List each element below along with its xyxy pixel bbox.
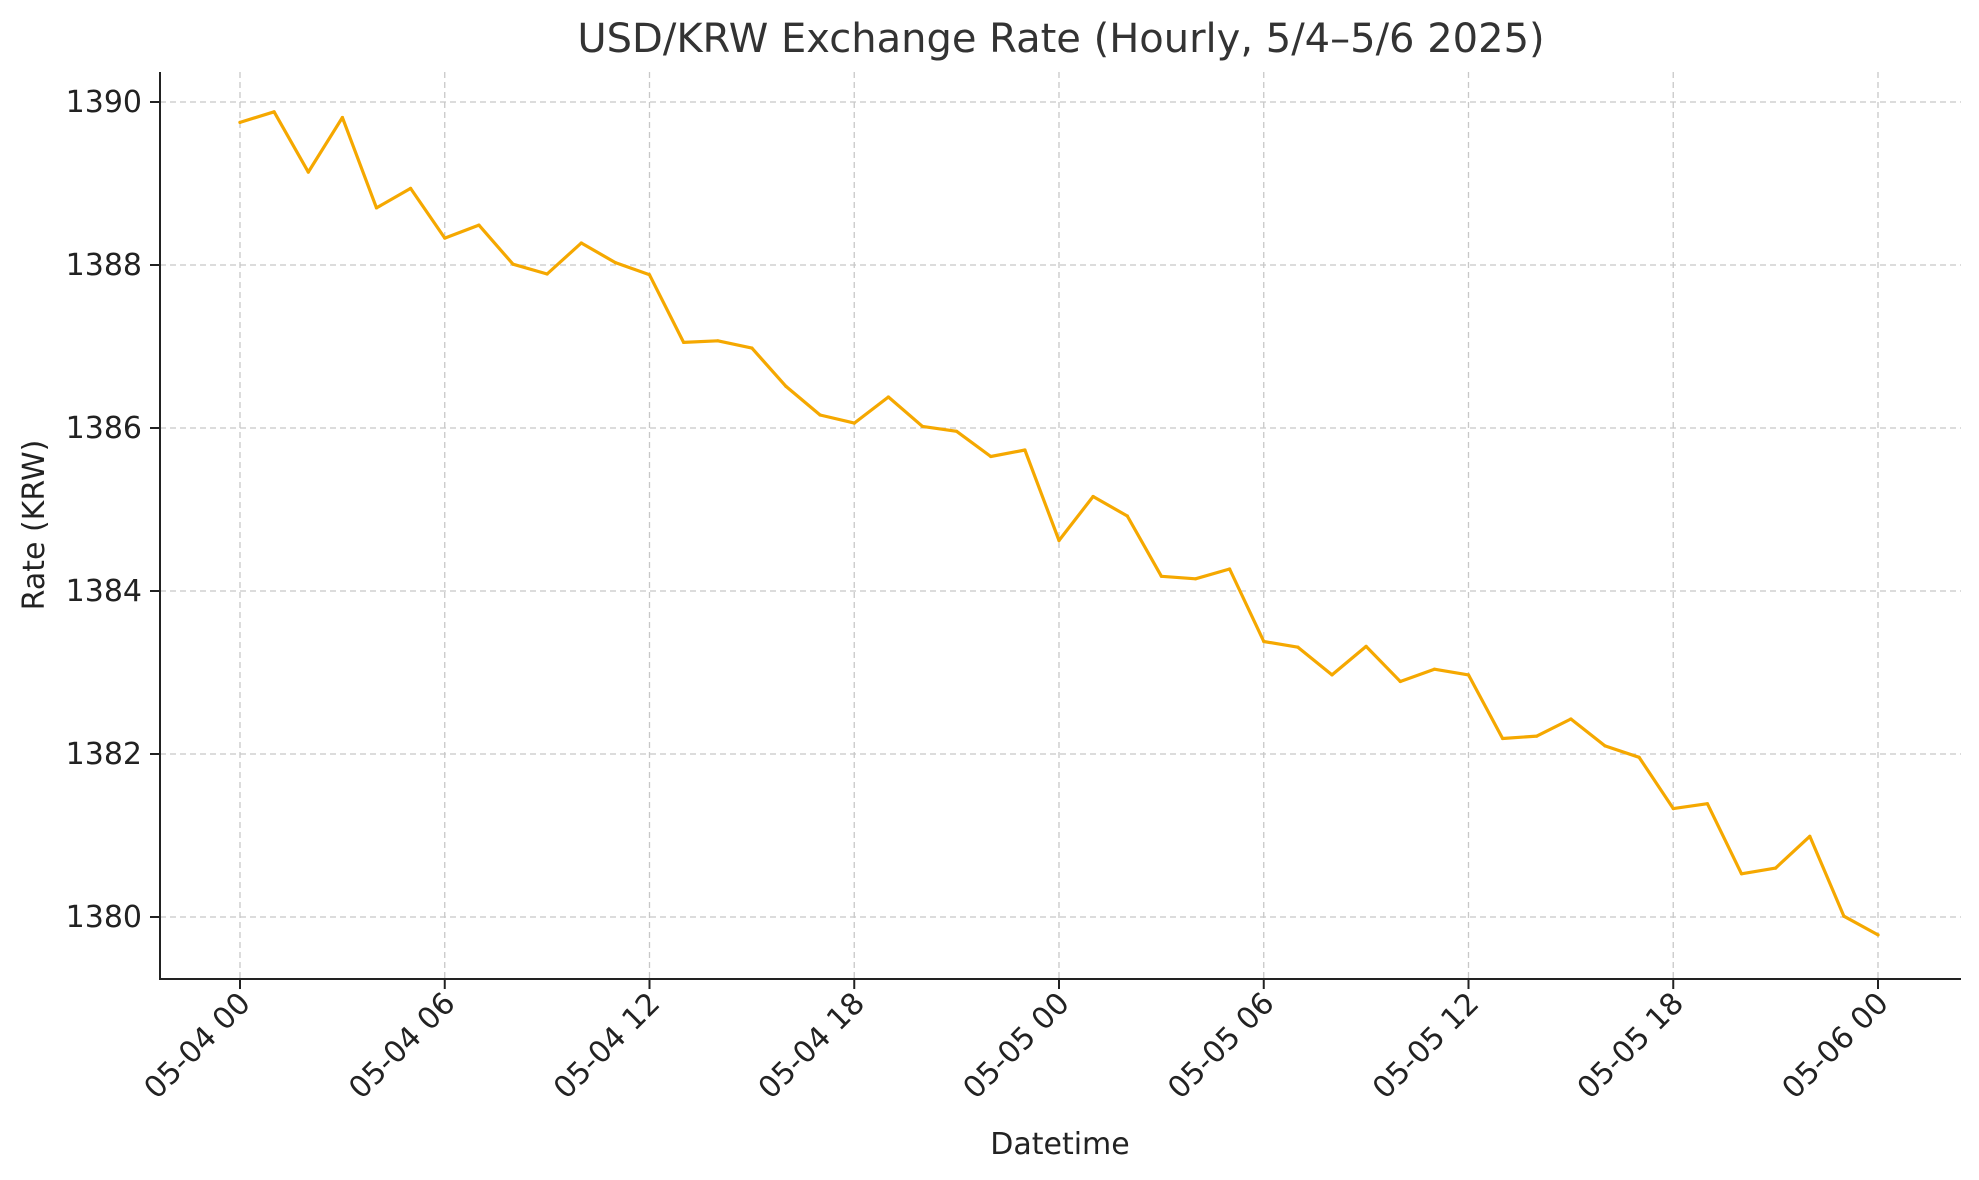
axes-spines bbox=[159, 72, 1961, 980]
x-tick-label: 05-05 06 bbox=[1161, 986, 1281, 1106]
data-point bbox=[545, 272, 549, 276]
data-point bbox=[818, 413, 822, 417]
y-tick-label: 1380 bbox=[66, 900, 142, 935]
data-point bbox=[306, 170, 310, 174]
data-point bbox=[613, 261, 618, 265]
x-tick-label: 05-04 18 bbox=[752, 986, 872, 1106]
data-point bbox=[1808, 834, 1812, 838]
data-point bbox=[1739, 872, 1744, 876]
data-point bbox=[1364, 644, 1368, 649]
data-point bbox=[1228, 567, 1232, 571]
y-tick-label: 1390 bbox=[66, 85, 142, 120]
data-point bbox=[443, 236, 447, 240]
data-point bbox=[716, 339, 720, 343]
data-point bbox=[1057, 538, 1061, 543]
data-point bbox=[1842, 914, 1846, 918]
data-point bbox=[682, 340, 686, 344]
data-point bbox=[920, 424, 925, 428]
y-tick-label: 1386 bbox=[66, 411, 142, 446]
x-tick-label: 05-05 00 bbox=[957, 986, 1077, 1106]
data-point bbox=[1774, 866, 1778, 870]
data-point bbox=[238, 120, 242, 124]
data-point bbox=[511, 262, 515, 266]
data-point bbox=[1569, 717, 1573, 721]
x-tick-label: 05-04 00 bbox=[138, 986, 258, 1106]
data-point bbox=[1466, 673, 1471, 677]
data-point bbox=[1023, 448, 1027, 452]
y-axis-ticks: 1380 1382 1384 1386 1388 1390 bbox=[66, 85, 160, 935]
x-tick-label: 05-05 12 bbox=[1366, 986, 1486, 1106]
y-axis-label: Rate (KRW) bbox=[17, 440, 52, 611]
data-point bbox=[1876, 933, 1880, 937]
data-point bbox=[579, 241, 583, 245]
data-point bbox=[1125, 514, 1129, 518]
chart-title: USD/KRW Exchange Rate (Hourly, 5/4–5/6 2… bbox=[577, 16, 1544, 62]
data-point bbox=[340, 115, 344, 120]
data-point bbox=[1501, 736, 1505, 741]
data-point bbox=[1398, 679, 1402, 684]
data-point bbox=[1262, 639, 1266, 644]
x-tick-label: 05-04 06 bbox=[342, 986, 462, 1106]
x-axis-ticks: 05-04 00 05-04 06 05-04 12 05-04 18 05-05 00… bbox=[138, 979, 1896, 1106]
data-point bbox=[1535, 734, 1539, 738]
grid bbox=[160, 72, 1961, 979]
data-point bbox=[272, 110, 276, 114]
data-point bbox=[1193, 577, 1198, 581]
data-point bbox=[886, 395, 891, 399]
x-tick-label: 05-05 18 bbox=[1571, 986, 1691, 1106]
data-point bbox=[409, 186, 413, 190]
data-point bbox=[989, 454, 993, 459]
series-line-layer bbox=[238, 110, 1880, 937]
x-tick-label: 05-06 00 bbox=[1776, 986, 1896, 1106]
data-point bbox=[1159, 574, 1163, 578]
data-point bbox=[374, 206, 379, 210]
y-tick-label: 1382 bbox=[66, 737, 142, 772]
data-point bbox=[1432, 667, 1436, 671]
data-point bbox=[477, 223, 481, 227]
data-point bbox=[647, 273, 652, 277]
data-point bbox=[1637, 755, 1641, 759]
y-tick-label: 1388 bbox=[66, 248, 142, 283]
data-point bbox=[1330, 673, 1334, 677]
data-point bbox=[1603, 744, 1607, 748]
data-point bbox=[784, 384, 788, 388]
y-tick-label: 1384 bbox=[66, 574, 142, 609]
data-point bbox=[1296, 645, 1300, 649]
data-point bbox=[1705, 802, 1709, 806]
data-point bbox=[1671, 807, 1675, 811]
x-tick-label: 05-04 12 bbox=[547, 986, 667, 1106]
data-point bbox=[750, 346, 754, 350]
data-point bbox=[1091, 494, 1095, 499]
data-point bbox=[852, 421, 856, 425]
x-axis-label: Datetime bbox=[990, 1127, 1129, 1162]
data-point bbox=[955, 429, 959, 433]
